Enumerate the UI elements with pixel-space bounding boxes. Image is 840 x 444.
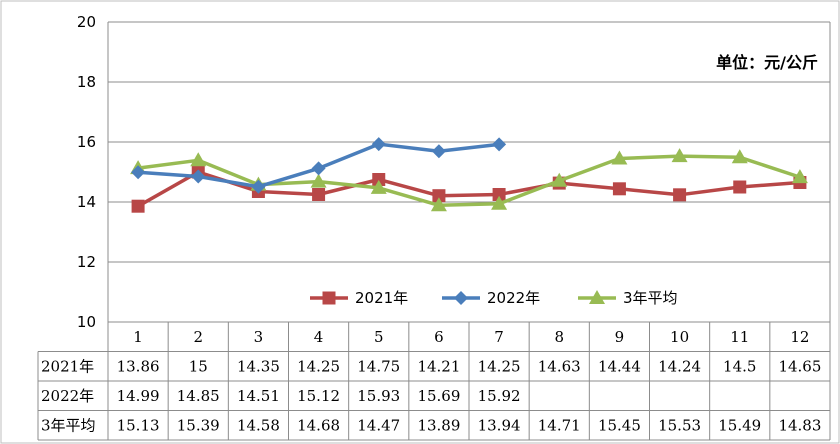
point-s1-7 <box>492 188 506 201</box>
y-tick-label-20: 20 <box>77 13 96 31</box>
series-line-3 <box>137 154 801 208</box>
table-row-label-1: 2021年 <box>41 357 94 375</box>
y-tick-label-18: 18 <box>77 73 96 91</box>
table-cell-r1-c1: 13.86 <box>117 357 160 375</box>
table-cell-r1-c3: 14.35 <box>237 357 280 375</box>
table-cell-r2-c6: 15.69 <box>417 387 460 405</box>
table-header-11: 11 <box>730 328 749 346</box>
point-s1-1 <box>131 199 145 213</box>
y-tick-label-12: 12 <box>77 253 96 271</box>
point-s3-5 <box>370 179 387 194</box>
table-cell-r1-c7: 14.25 <box>478 357 521 375</box>
point-s3-12 <box>791 169 808 184</box>
legend: 2021年 2022年 3年平均 <box>310 289 678 307</box>
table-header-8: 8 <box>554 328 564 346</box>
point-s2-6 <box>431 144 446 159</box>
table-cell-r3-c7: 13.94 <box>478 416 521 434</box>
point-s1-4 <box>312 188 326 201</box>
legend-marker-2 <box>454 291 468 305</box>
table-cell-r2-c4: 15.12 <box>297 387 340 405</box>
table-cell-r1-c5: 14.75 <box>357 357 400 375</box>
point-s2-3 <box>251 179 266 194</box>
point-s1-9 <box>612 182 626 196</box>
point-s1-10 <box>673 188 687 202</box>
point-s1-11 <box>733 180 747 194</box>
gridlines <box>108 21 830 263</box>
series-lines <box>130 137 808 213</box>
point-s3-11 <box>731 149 748 164</box>
table-cell-r2-c1: 14.99 <box>117 387 160 405</box>
y-tick-label-16: 16 <box>77 133 96 151</box>
y-tick-label-14: 14 <box>77 193 96 211</box>
point-s3-10 <box>671 148 688 163</box>
table-header-2: 2 <box>193 328 203 346</box>
table-header-7: 7 <box>494 328 504 346</box>
legend-marker-1 <box>322 291 336 305</box>
y-axis: 10 12 14 16 18 20 <box>77 13 831 331</box>
legend-label-2: 2022年 <box>487 289 540 307</box>
legend-label-3: 3年平均 <box>623 289 678 307</box>
point-s1-5 <box>372 173 386 186</box>
table-cell-r1-c11: 14.5 <box>723 357 756 375</box>
point-s2-7 <box>492 137 507 152</box>
table-header-6: 6 <box>434 328 444 346</box>
table-cell-r2-c2: 14.85 <box>177 387 220 405</box>
point-s2-5 <box>371 137 386 152</box>
table-cell-r2-c3: 14.51 <box>237 387 280 405</box>
point-s3-8 <box>551 172 568 187</box>
table-cell-r3-c9: 15.45 <box>598 416 641 434</box>
table-cell-r3-c3: 14.58 <box>237 416 280 434</box>
table-cell-r3-c4: 14.68 <box>297 416 340 434</box>
table-cell-r1-c6: 14.21 <box>417 357 460 375</box>
table-header-5: 5 <box>374 328 384 346</box>
table-header-12: 12 <box>790 328 809 346</box>
table-cell-r3-c6: 13.89 <box>417 416 460 434</box>
table-cell-r1-c10: 14.24 <box>658 357 701 375</box>
table-cell-r2-c7: 15.92 <box>478 387 521 405</box>
point-s3-7 <box>491 195 508 210</box>
table-cell-r1-c2: 15 <box>189 357 208 375</box>
point-s2-2 <box>191 169 206 184</box>
point-s3-4 <box>310 173 327 188</box>
table-cell-r1-c12: 14.65 <box>778 357 821 375</box>
table-cell-r3-c2: 15.39 <box>177 416 220 434</box>
legend-item-3: 3年平均 <box>578 289 678 307</box>
point-s1-6 <box>432 189 446 203</box>
table-cell-r1-c8: 14.63 <box>538 357 581 375</box>
table-cell-r1-c4: 14.25 <box>297 357 340 375</box>
table-row-label-3: 3年平均 <box>41 416 96 434</box>
table-header-10: 10 <box>670 328 689 346</box>
series-2 <box>131 137 507 194</box>
series-line-1 <box>137 170 801 208</box>
table-cell-r3-c12: 14.83 <box>778 416 821 434</box>
table-cell-r3-c10: 15.53 <box>658 416 701 434</box>
legend-marker-3 <box>589 290 605 304</box>
table-cell-r3-c8: 14.71 <box>538 416 581 434</box>
table-header-4: 4 <box>314 328 324 346</box>
point-s2-4 <box>311 161 326 176</box>
table-cell-r1-c9: 14.44 <box>598 357 641 375</box>
point-s3-9 <box>611 150 628 165</box>
unit-label: 单位：元/公斤 <box>716 53 818 72</box>
point-s3-2 <box>190 152 207 167</box>
legend-item-1: 2021年 <box>310 289 408 307</box>
table-cell-r3-c1: 15.13 <box>117 416 160 434</box>
table-header-3: 3 <box>254 328 264 346</box>
table-cell-r3-c5: 14.47 <box>357 416 400 434</box>
legend-item-2: 2022年 <box>442 289 540 307</box>
table-row-label-2: 2022年 <box>41 387 94 405</box>
table-header-1: 1 <box>133 328 143 346</box>
point-s3-6 <box>430 197 447 212</box>
legend-label-1: 2021年 <box>355 289 408 307</box>
table-cell-r2-c5: 15.93 <box>357 387 400 405</box>
table-cell-r3-c11: 15.49 <box>718 416 761 434</box>
y-tick-label-10: 10 <box>77 313 96 331</box>
point-s2-1 <box>131 165 146 180</box>
table-header-9: 9 <box>615 328 625 346</box>
